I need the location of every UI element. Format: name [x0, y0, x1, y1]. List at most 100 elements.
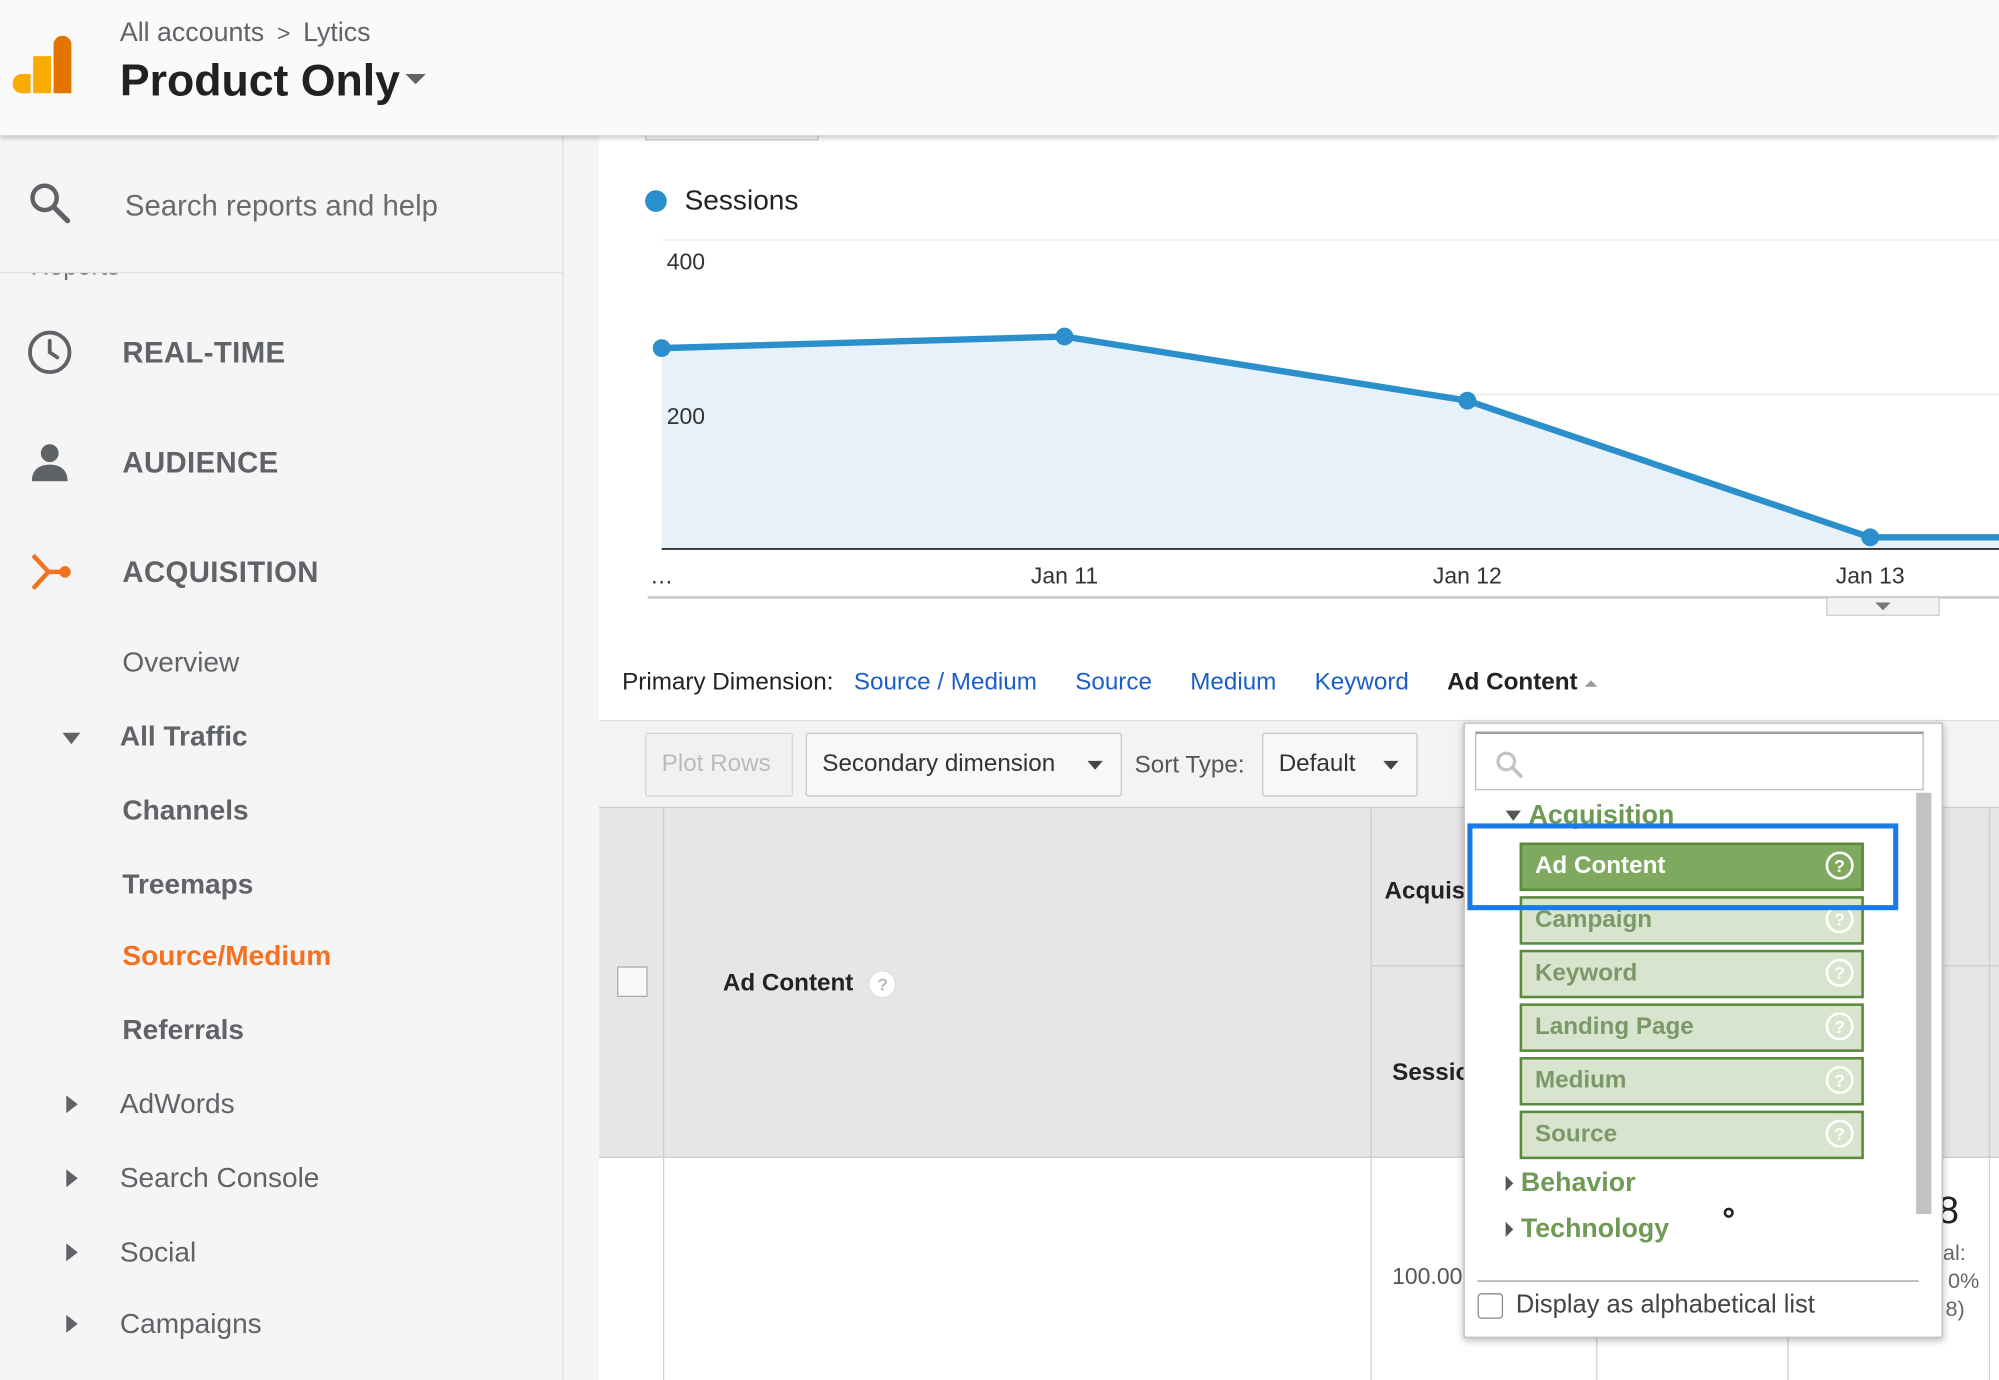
data-point — [652, 339, 671, 358]
help-icon[interactable]: ? — [868, 970, 897, 999]
sidebar-item-adwords[interactable]: AdWords — [119, 1087, 235, 1120]
legend-dot-icon — [645, 189, 667, 212]
sidebar-item-overview[interactable]: Overview — [122, 645, 240, 678]
dimension-current-ad-content[interactable]: Ad Content — [1447, 668, 1578, 696]
alphabetical-checkbox[interactable] — [1477, 1292, 1504, 1319]
expand-arrow-icon[interactable] — [66, 1095, 78, 1114]
sidebar-item-label: REAL-TIME — [122, 335, 286, 369]
breadcrumb-all-accounts[interactable]: All accounts — [119, 17, 265, 48]
dimension-search-input[interactable] — [1475, 731, 1924, 791]
category-label: Acquisition — [1528, 800, 1675, 830]
clock-icon — [28, 330, 72, 375]
x-tick-label: Jan 12 — [1433, 562, 1502, 588]
x-tick-label: … — [650, 562, 673, 588]
legend-series-name: Sessions — [684, 183, 799, 216]
breadcrumb-account[interactable]: Lytics — [303, 17, 371, 48]
data-point — [1861, 528, 1880, 547]
sessions-column-header[interactable]: Sessio — [1392, 1059, 1471, 1087]
dimension-link-keyword[interactable]: Keyword — [1314, 668, 1409, 696]
sidebar-item-all-traffic[interactable]: All Traffic — [119, 719, 248, 752]
data-point — [1055, 327, 1074, 346]
dimension-option-medium[interactable]: Medium ? — [1519, 1057, 1864, 1106]
caret-up-icon[interactable] — [1585, 679, 1599, 687]
search-icon — [30, 183, 71, 224]
mouse-cursor-icon — [1723, 1207, 1734, 1218]
sidebar-item-source-medium[interactable]: Source/Medium — [122, 939, 332, 972]
help-icon[interactable]: ? — [1825, 1119, 1854, 1148]
sessions-area — [661, 336, 1999, 549]
dimension-option-ad-content[interactable]: Ad Content ? — [1519, 842, 1864, 892]
expand-arrow-icon — [1505, 1221, 1514, 1238]
option-label: Keyword — [1534, 959, 1638, 987]
breadcrumb-separator-icon: > — [276, 19, 291, 46]
dropdown-scrollbar[interactable] — [1916, 792, 1932, 1215]
tab-stub[interactable] — [645, 132, 819, 141]
dimension-link-source[interactable]: Source — [1075, 668, 1152, 696]
search-input[interactable]: Search reports and help — [124, 188, 438, 223]
chart-legend: Sessions — [645, 184, 798, 217]
category-behavior[interactable]: Behavior — [1505, 1168, 1636, 1199]
help-icon[interactable]: ? — [1825, 1065, 1854, 1095]
y-tick-label: 400 — [667, 248, 705, 274]
help-icon[interactable]: ? — [1825, 1012, 1854, 1041]
option-label: Source — [1534, 1120, 1618, 1148]
sidebar-item-audience[interactable]: AUDIENCE — [0, 430, 562, 494]
category-acquisition[interactable]: Acquisition — [1505, 800, 1675, 831]
caret-down-icon[interactable] — [405, 74, 426, 85]
sidebar-item-campaigns[interactable]: Campaigns — [119, 1307, 262, 1340]
metric-total-percent: 0% — [1948, 1268, 1980, 1294]
sidebar-search[interactable]: Search reports and help — [0, 135, 563, 274]
option-label: Landing Page — [1534, 1013, 1694, 1041]
secondary-dimension-select[interactable]: Secondary dimension — [805, 732, 1122, 797]
column-header-ad-content[interactable]: Ad Content ? — [722, 970, 897, 999]
dimension-link-medium[interactable]: Medium — [1190, 668, 1277, 696]
acquisition-group-header: Acquis — [1384, 878, 1466, 906]
sidebar-item-realtime[interactable]: REAL-TIME — [0, 320, 562, 384]
option-label: Medium — [1534, 1067, 1627, 1095]
dimension-option-campaign[interactable]: Campaign ? — [1519, 896, 1864, 945]
sidebar-item-channels[interactable]: Channels — [122, 794, 249, 826]
caret-down-icon — [1383, 760, 1399, 770]
x-tick-label: Jan 11 — [1031, 562, 1098, 588]
expand-arrow-icon[interactable] — [66, 1314, 78, 1333]
dimension-link-source-medium[interactable]: Source / Medium — [853, 668, 1037, 696]
sidebar-item-social[interactable]: Social — [119, 1235, 197, 1268]
x-tick-label: Jan 13 — [1836, 562, 1905, 588]
category-label: Behavior — [1520, 1168, 1636, 1198]
view-selector[interactable]: Product Only — [119, 56, 400, 106]
expand-arrow-icon[interactable] — [66, 1243, 78, 1262]
dimension-option-source[interactable]: Source ? — [1519, 1110, 1864, 1160]
sort-type-select[interactable]: Default — [1262, 732, 1418, 797]
sidebar-item-treemaps[interactable]: Treemaps — [122, 868, 254, 900]
category-technology[interactable]: Technology — [1505, 1214, 1669, 1245]
select-all-checkbox[interactable] — [617, 966, 648, 998]
dimension-dropdown: Acquisition Ad Content ? Campaign ? Keyw… — [1463, 722, 1943, 1338]
sessions-chart[interactable]: 400 200 … Jan 11 Jan 12 Jan 13 — [599, 135, 1999, 646]
alphabetical-label: Display as alphabetical list — [1515, 1290, 1815, 1319]
alphabetical-list-toggle[interactable]: Display as alphabetical list — [1477, 1290, 1815, 1320]
plot-rows-button[interactable]: Plot Rows — [645, 732, 793, 797]
caret-down-icon — [1087, 760, 1103, 770]
expand-arrow-icon — [1505, 1175, 1514, 1192]
column-header-label: Ad Content — [722, 970, 854, 998]
sidebar-item-acquisition[interactable]: ACQUISITION — [0, 540, 562, 604]
sidebar-item-referrals[interactable]: Referrals — [122, 1013, 244, 1046]
range-handle-arrow-icon — [1875, 602, 1891, 611]
help-icon[interactable]: ? — [1825, 905, 1854, 934]
dimension-option-landing-page[interactable]: Landing Page ? — [1519, 1003, 1864, 1052]
collapse-arrow-icon — [1505, 810, 1521, 821]
acquisition-icon — [31, 553, 71, 591]
data-point — [1458, 391, 1477, 410]
metric-total-count: 8) — [1945, 1297, 1965, 1322]
help-icon[interactable]: ? — [1825, 851, 1854, 880]
dimension-option-keyword[interactable]: Keyword ? — [1519, 949, 1864, 999]
sidebar-item-search-console[interactable]: Search Console — [119, 1161, 320, 1194]
expand-arrow-icon[interactable] — [62, 732, 81, 745]
help-icon[interactable]: ? — [1825, 958, 1854, 987]
sort-type-value: Default — [1278, 750, 1356, 778]
primary-dimension-label: Primary Dimension: — [622, 668, 834, 696]
analytics-logo[interactable] — [12, 35, 72, 97]
search-icon — [1496, 751, 1523, 779]
expand-arrow-icon[interactable] — [66, 1169, 78, 1188]
